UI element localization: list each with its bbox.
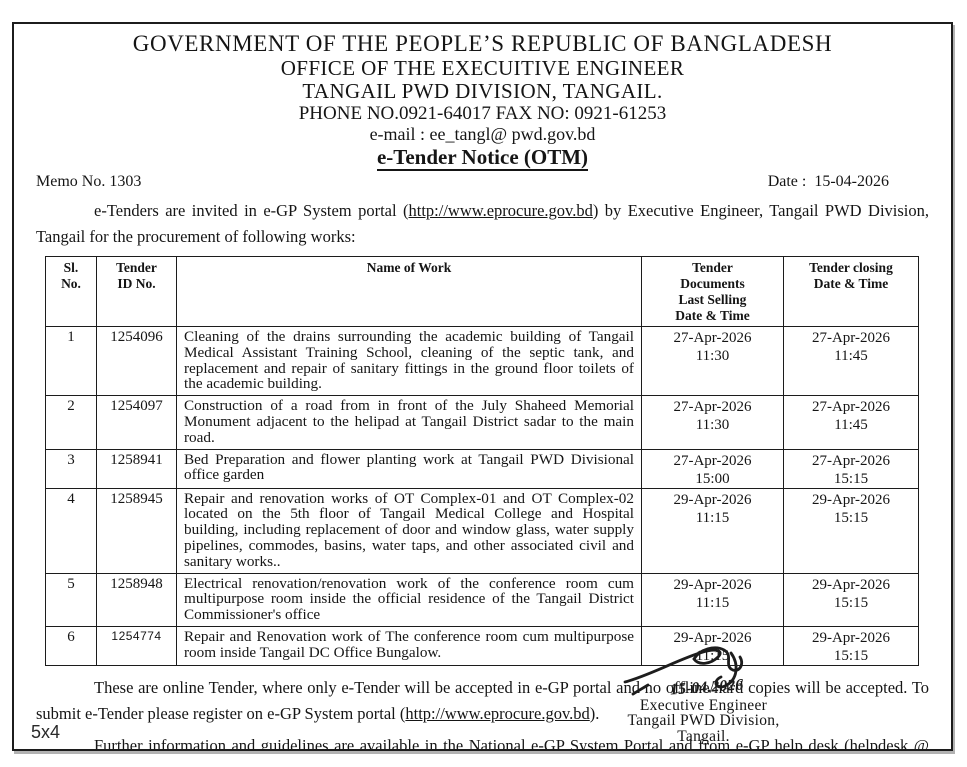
cell-tender-id: 1254096 [96, 325, 177, 397]
col-header-name-of-work: Name of Work [176, 256, 642, 327]
online-tender-note: These are online Tender, where only e-Te… [36, 675, 929, 727]
cell-sl-no: 4 [45, 487, 97, 574]
helpdesk-note: Further information and guidelines are a… [94, 735, 929, 751]
cell-name-of-work: Construction of a road from in front of … [176, 395, 642, 450]
signatory-division: Tangail PWD Division, [627, 712, 780, 729]
cell-closing: 27-Apr-2026 15:15 [783, 448, 919, 489]
tender-table: Sl. No. Tender ID No. Name of Work Tende… [45, 256, 919, 666]
email-line: e-mail : ee_tangl@ pwd.gov.bd [369, 124, 596, 144]
col-header-tender-id: Tender ID No. [96, 256, 177, 327]
cell-closing: 29-Apr-2026 15:15 [783, 487, 919, 574]
cell-closing: 29-Apr-2026 15:15 [783, 572, 919, 627]
cell-sl-no: 6 [45, 625, 97, 666]
cell-closing: 29-Apr-2026 15:15 [783, 625, 919, 666]
intro-text-after: ) by Executive Engineer, Tangail PWD Div… [36, 201, 929, 246]
letterhead: GOVERNMENT OF THE PEOPLE’S REPUBLIC OF B… [36, 31, 929, 144]
intro-text-before: e-Tenders are invited in e-GP System por… [94, 201, 409, 220]
notice-date: Date : 15-04-2026 [767, 173, 889, 190]
col-header-last-selling: Tender Documents Last Selling Date & Tim… [641, 256, 784, 327]
eprocure-url: http://www.eprocure.gov.bd [405, 703, 590, 723]
page-size-stamp: 5x4 [31, 722, 61, 742]
cell-closing: 27-Apr-2026 11:45 [783, 395, 919, 450]
signature-block: 15-04.2026 Executive Engineer Tangail PW… [596, 642, 811, 745]
signatory-title: Executive Engineer [639, 696, 768, 714]
memo-date-row: Memo No. 1303 Date : 15-04-2026 [36, 172, 929, 192]
cell-sl-no: 5 [45, 572, 97, 627]
col-header-sl-no: Sl. No. [45, 256, 97, 327]
cell-closing: 27-Apr-2026 11:45 [783, 325, 919, 397]
cell-name-of-work: Repair and Renovation work of The confer… [176, 625, 642, 666]
notice-title: e-Tender Notice (OTM) [376, 145, 589, 171]
cell-sl-no: 1 [45, 325, 97, 397]
table-row: 6 1254774 Repair and Renovation work of … [45, 625, 919, 666]
government-title: GOVERNMENT OF THE PEOPLE’S REPUBLIC OF B… [132, 31, 833, 56]
eprocure-url: http://www.eprocure.gov.bd [408, 201, 593, 220]
table-header-row: Sl. No. Tender ID No. Name of Work Tende… [45, 256, 919, 327]
cell-sl-no: 3 [45, 448, 97, 489]
table-row: 3 1258941 Bed Preparation and flower pla… [45, 448, 919, 489]
signature-hand-date: 15-04.2026 [670, 676, 744, 698]
intro-paragraph: e-Tenders are invited in e-GP System por… [36, 198, 929, 250]
cell-tender-id: 1258945 [96, 487, 177, 574]
cell-tender-id: 1258948 [96, 572, 177, 627]
phone-fax-line: PHONE NO.0921-64017 FAX NO: 0921-61253 [298, 103, 667, 124]
cell-name-of-work: Electrical renovation/renovation work of… [176, 572, 642, 627]
signature-icon: 15-04.2026 [623, 645, 744, 698]
memo-number: Memo No. 1303 [36, 173, 142, 190]
cell-last-selling: 29-Apr-2026 11:15 [641, 572, 784, 627]
cell-name-of-work: Cleaning of the drains surrounding the a… [176, 325, 642, 397]
note1-text-after: ). [589, 703, 600, 723]
cell-last-selling: 27-Apr-2026 15:00 [641, 448, 784, 489]
office-title: OFFICE OF THE EXECUITIVE ENGINEER [280, 56, 685, 80]
cell-name-of-work: Bed Preparation and flower planting work… [176, 448, 642, 489]
cell-name-of-work: Repair and renovation works of OT Comple… [176, 487, 642, 574]
cell-sl-no: 2 [45, 395, 97, 450]
col-header-closing: Tender closing Date & Time [783, 256, 919, 327]
cell-last-selling: 27-Apr-2026 11:30 [641, 395, 784, 450]
note1-text-before: These are online Tender, where only e-Te… [36, 677, 929, 723]
cell-tender-id: 1254774 [96, 625, 177, 666]
cell-tender-id: 1254097 [96, 395, 177, 450]
signatory-location: Tangail. [677, 727, 730, 745]
table-row: 5 1258948 Electrical renovation/renovati… [45, 572, 919, 627]
cell-last-selling: 29-Apr-2026 11:15 [641, 487, 784, 574]
table-row: 2 1254097 Construction of a road from in… [45, 395, 919, 450]
cell-tender-id: 1258941 [96, 448, 177, 489]
division-title: TANGAIL PWD DIVISION, TANGAIL. [302, 79, 663, 103]
document-border: GOVERNMENT OF THE PEOPLE’S REPUBLIC OF B… [12, 22, 953, 751]
cell-last-selling: 27-Apr-2026 11:30 [641, 325, 784, 397]
table-row: 4 1258945 Repair and renovation works of… [45, 487, 919, 574]
table-row: 1 1254096 Cleaning of the drains surroun… [45, 325, 919, 397]
